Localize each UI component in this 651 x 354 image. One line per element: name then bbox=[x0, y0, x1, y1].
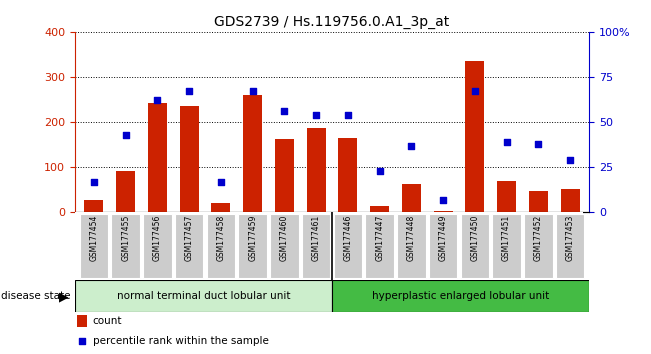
Point bbox=[120, 132, 131, 138]
Text: GSM177460: GSM177460 bbox=[280, 215, 289, 261]
Bar bbox=[75, 280, 332, 312]
FancyBboxPatch shape bbox=[302, 214, 331, 278]
Text: GSM177451: GSM177451 bbox=[502, 215, 511, 261]
Bar bbox=[275, 139, 294, 212]
Text: GSM177447: GSM177447 bbox=[375, 215, 384, 261]
FancyBboxPatch shape bbox=[492, 214, 521, 278]
FancyBboxPatch shape bbox=[175, 214, 203, 278]
Point bbox=[438, 197, 449, 202]
FancyBboxPatch shape bbox=[143, 214, 172, 278]
Point bbox=[184, 88, 195, 94]
Point bbox=[279, 108, 290, 114]
Text: GSM177457: GSM177457 bbox=[185, 215, 193, 261]
FancyBboxPatch shape bbox=[365, 214, 394, 278]
FancyBboxPatch shape bbox=[524, 214, 553, 278]
Bar bbox=[402, 184, 421, 212]
Text: percentile rank within the sample: percentile rank within the sample bbox=[93, 336, 269, 346]
Text: normal terminal duct lobular unit: normal terminal duct lobular unit bbox=[117, 291, 290, 301]
Text: hyperplastic enlarged lobular unit: hyperplastic enlarged lobular unit bbox=[372, 291, 549, 301]
Point bbox=[374, 168, 385, 174]
FancyBboxPatch shape bbox=[206, 214, 235, 278]
Text: GSM177452: GSM177452 bbox=[534, 215, 543, 261]
Point bbox=[393, 240, 403, 245]
Point bbox=[565, 157, 575, 163]
Text: GSM177458: GSM177458 bbox=[216, 215, 225, 261]
Bar bbox=[77, 315, 87, 327]
Text: GSM177455: GSM177455 bbox=[121, 215, 130, 261]
Bar bbox=[529, 191, 548, 212]
Bar bbox=[332, 280, 589, 312]
FancyBboxPatch shape bbox=[333, 214, 362, 278]
Point bbox=[311, 112, 322, 118]
FancyBboxPatch shape bbox=[79, 214, 108, 278]
Text: disease state: disease state bbox=[1, 291, 71, 301]
FancyBboxPatch shape bbox=[461, 214, 489, 278]
Bar bbox=[465, 61, 484, 212]
Point bbox=[469, 88, 480, 94]
Text: GSM177448: GSM177448 bbox=[407, 215, 416, 261]
FancyBboxPatch shape bbox=[270, 214, 299, 278]
Text: GSM177456: GSM177456 bbox=[153, 215, 162, 261]
Point bbox=[533, 141, 544, 147]
Point bbox=[215, 179, 226, 184]
FancyBboxPatch shape bbox=[429, 214, 458, 278]
Text: ▶: ▶ bbox=[59, 291, 68, 304]
FancyBboxPatch shape bbox=[238, 214, 267, 278]
Point bbox=[342, 112, 353, 118]
Bar bbox=[561, 189, 579, 212]
Text: GSM177461: GSM177461 bbox=[312, 215, 321, 261]
Text: GSM177449: GSM177449 bbox=[439, 215, 448, 261]
Bar bbox=[180, 106, 199, 212]
Bar bbox=[243, 95, 262, 212]
Text: GSM177450: GSM177450 bbox=[471, 215, 479, 261]
Text: count: count bbox=[93, 316, 122, 326]
Bar bbox=[212, 203, 230, 212]
Text: GSM177453: GSM177453 bbox=[566, 215, 575, 261]
Bar bbox=[434, 211, 452, 212]
Bar bbox=[497, 181, 516, 212]
Point bbox=[89, 179, 99, 184]
Bar bbox=[370, 206, 389, 212]
FancyBboxPatch shape bbox=[111, 214, 140, 278]
Point bbox=[406, 143, 417, 148]
Bar bbox=[307, 128, 326, 212]
Text: GSM177459: GSM177459 bbox=[248, 215, 257, 261]
Bar bbox=[339, 138, 357, 212]
FancyBboxPatch shape bbox=[556, 214, 585, 278]
Bar bbox=[116, 171, 135, 212]
Point bbox=[152, 98, 163, 103]
Text: GSM177446: GSM177446 bbox=[343, 215, 352, 261]
Point bbox=[247, 88, 258, 94]
Text: GSM177454: GSM177454 bbox=[89, 215, 98, 261]
Title: GDS2739 / Hs.119756.0.A1_3p_at: GDS2739 / Hs.119756.0.A1_3p_at bbox=[214, 16, 450, 29]
Point bbox=[501, 139, 512, 145]
Bar bbox=[148, 103, 167, 212]
Bar bbox=[85, 200, 104, 212]
FancyBboxPatch shape bbox=[397, 214, 426, 278]
